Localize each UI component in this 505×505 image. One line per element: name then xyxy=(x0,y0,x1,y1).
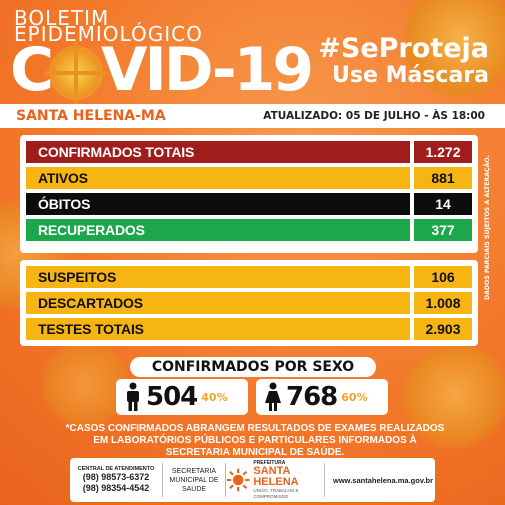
secretariat: SECRETARIA MUNICIPAL DE SAÚDE xyxy=(163,463,226,497)
website-link[interactable]: www.santahelena.ma.gov.br xyxy=(333,475,434,485)
logo-prefeitura: PREFEITURA xyxy=(253,460,286,466)
confirmed-by-sex: CONFIRMADOS POR SEXO 504 40% xyxy=(116,357,390,417)
slogan-mask: Use Máscara xyxy=(332,63,489,88)
central-label: CENTRAL DE ATENDIMENTO xyxy=(77,466,155,472)
stat-row-tests: TESTES TOTAIS 2.903 xyxy=(26,318,472,340)
male-count: 504 xyxy=(146,382,198,412)
stat-row-deaths: ÓBITOS 14 xyxy=(26,193,472,215)
phone-1: (98) 98573-6372 xyxy=(82,472,150,482)
secretariat-line2: MUNICIPAL DE xyxy=(169,476,219,484)
female-icon xyxy=(262,382,284,412)
main-stats-panel: CONFIRMADOS TOTAIS 1.272 ATIVOS 881 ÓBIT… xyxy=(20,135,478,253)
footnote: *CASOS CONFIRMADOS ABRANGEM RESULTADOS D… xyxy=(65,423,445,458)
stat-label: DESCARTADOS xyxy=(38,295,143,311)
info-band xyxy=(0,104,505,128)
stat-value: 2.903 xyxy=(410,318,472,340)
sex-title: CONFIRMADOS POR SEXO xyxy=(130,357,376,377)
stat-row-confirmed: CONFIRMADOS TOTAIS 1.272 xyxy=(26,141,472,163)
bulletin-line1: BOLETIM xyxy=(14,6,110,30)
stat-row-recovered: RECUPERADOS 377 xyxy=(26,219,472,241)
logo-tagline: UNIÃO, TRABALHO E COMPROMISSO xyxy=(253,488,299,499)
stat-row-discarded: DESCARTADOS 1.008 xyxy=(26,292,472,314)
updated-timestamp: ATUALIZADO: 05 DE JULHO - ÀS 18:00 xyxy=(263,110,485,122)
bulletin-line2: EPIDEMIOLÓGICO xyxy=(14,22,203,46)
covid-title-c: C xyxy=(10,35,54,105)
covid-title: C VID-19 xyxy=(10,35,314,105)
stat-value: 1.272 xyxy=(410,141,472,163)
covid-title-rest: VID-19 xyxy=(101,35,314,105)
sun-logo-icon xyxy=(226,468,250,492)
secretariat-line1: SECRETARIA xyxy=(171,467,217,475)
virus-decoration xyxy=(400,0,505,100)
stat-value: 377 xyxy=(410,219,472,241)
male-card: 504 40% xyxy=(116,379,248,415)
stat-value: 1.008 xyxy=(410,292,472,314)
stat-value: 881 xyxy=(410,167,472,189)
virus-icon xyxy=(53,50,100,96)
secretariat-line3: SAÚDE xyxy=(181,485,207,493)
prefeitura-logo: PREFEITURA SANTA HELENA UNIÃO, TRABALHO … xyxy=(226,460,325,500)
stat-value: 14 xyxy=(410,193,472,215)
female-percent: 60% xyxy=(341,390,368,404)
logo-santa: SANTA xyxy=(253,465,291,477)
partial-data-note: DADOS PARCIAIS SUJEITOS A ALTERAÇÃO. xyxy=(484,155,491,300)
stat-label: CONFIRMADOS TOTAIS xyxy=(38,144,195,160)
virus-decoration xyxy=(400,340,505,450)
footer: CENTRAL DE ATENDIMENTO (98) 98573-6372 (… xyxy=(70,458,435,502)
stat-label: RECUPERADOS xyxy=(38,222,145,238)
virus-decoration xyxy=(40,340,130,430)
central-contact: CENTRAL DE ATENDIMENTO (98) 98573-6372 (… xyxy=(70,463,163,497)
logo-helena: HELENA xyxy=(253,476,299,488)
female-count: 768 xyxy=(286,382,338,412)
secondary-stats-panel: SUSPEITOS 106 DESCARTADOS 1.008 TESTES T… xyxy=(20,260,478,346)
female-card: 768 60% xyxy=(256,379,388,415)
logo-text: PREFEITURA SANTA HELENA UNIÃO, TRABALHO … xyxy=(253,460,324,500)
phone-2: (98) 98354-4542 xyxy=(82,483,150,493)
stat-value: 106 xyxy=(410,266,472,288)
city-name: SANTA HELENA-MA xyxy=(16,108,166,124)
stat-label: ATIVOS xyxy=(38,170,88,186)
stat-row-suspected: SUSPEITOS 106 xyxy=(26,266,472,288)
stat-label: ÓBITOS xyxy=(38,196,91,212)
slogan-hashtag: #SeProteja xyxy=(318,33,489,64)
stat-label: SUSPEITOS xyxy=(38,269,117,285)
male-percent: 40% xyxy=(201,390,228,404)
male-icon xyxy=(122,382,144,412)
stat-row-active: ATIVOS 881 xyxy=(26,167,472,189)
stat-label: TESTES TOTAIS xyxy=(38,321,144,337)
